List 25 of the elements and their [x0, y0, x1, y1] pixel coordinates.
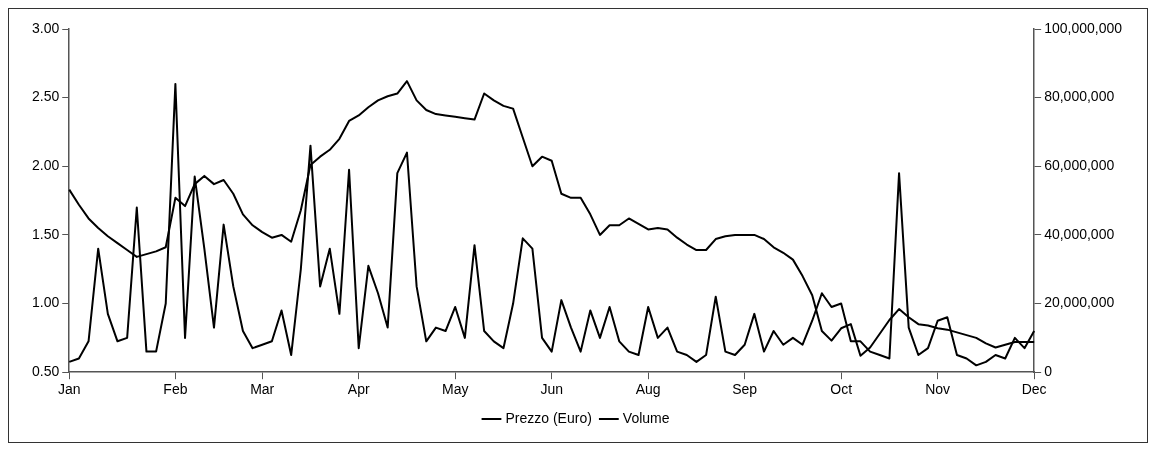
- x-tick-label: Sep: [732, 381, 758, 398]
- y2-tick-label: 60,000,000: [1044, 157, 1115, 174]
- y-tick-label: 0.50: [32, 363, 60, 380]
- y-tick-label: 2.00: [32, 157, 60, 174]
- legend-label: Prezzo (Euro): [505, 409, 592, 426]
- legend-label: Volume: [622, 409, 670, 426]
- x-tick-label: Oct: [830, 381, 853, 398]
- y-tick-label: 2.50: [32, 88, 60, 105]
- y2-tick-label: 0: [1044, 363, 1053, 380]
- x-tick-label: Jan: [57, 381, 81, 398]
- x-tick-label: Apr: [347, 381, 370, 398]
- x-tick-label: Nov: [925, 381, 951, 398]
- y2-tick-label: 100,000,000: [1044, 19, 1123, 36]
- x-tick-label: Mar: [250, 381, 275, 398]
- x-tick-label: Feb: [163, 381, 188, 398]
- y2-tick-label: 40,000,000: [1044, 225, 1115, 242]
- x-tick-label: May: [441, 381, 469, 398]
- x-tick-label: Dec: [1021, 381, 1047, 398]
- x-tick-label: Aug: [635, 381, 661, 398]
- x-tick-label: Jun: [540, 381, 563, 398]
- y2-tick-label: 20,000,000: [1044, 294, 1115, 311]
- y2-tick-label: 80,000,000: [1044, 88, 1115, 105]
- y-tick-label: 1.50: [32, 225, 60, 242]
- y-tick-label: 1.00: [32, 294, 60, 311]
- y-tick-label: 3.00: [32, 19, 60, 36]
